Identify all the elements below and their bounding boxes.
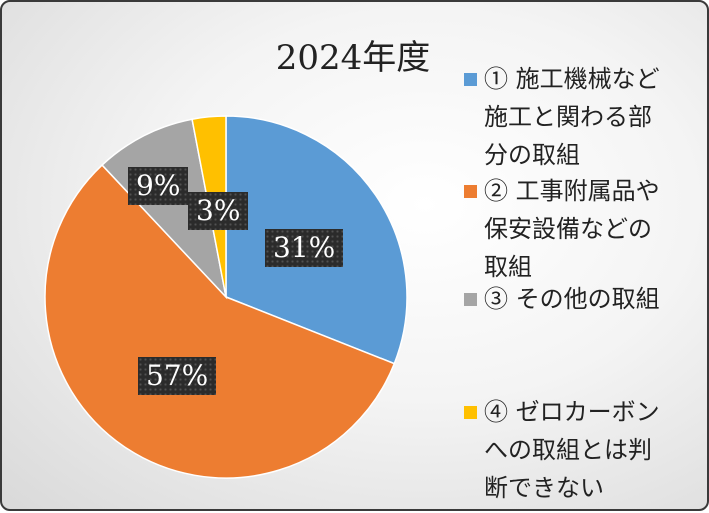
slice-2-accessories-safety: [44, 163, 396, 479]
data-label-57: 57%: [138, 357, 217, 395]
legend-item-1: ① 施工機械など 施工と関わる部 分の取組: [464, 60, 660, 174]
legend-item-3: ③ その他の取組: [464, 280, 660, 318]
legend-swatch-4: [464, 406, 477, 419]
legend-swatch-3: [464, 293, 477, 306]
chart-title: 2024年度: [275, 38, 431, 78]
legend-label-2: ② 工事附属品や 保安設備などの 取組: [484, 177, 660, 281]
legend-swatch-1: [464, 73, 477, 86]
legend-label-4: ④ ゼロカーボン への取組とは判 断できない: [484, 398, 660, 502]
data-label-9: 9%: [128, 167, 189, 205]
slice-3-other: [101, 118, 228, 300]
legend-swatch-2: [464, 185, 477, 198]
legend-item-4: ④ ゼロカーボン への取組とは判 断できない: [464, 393, 660, 507]
data-label-31: 31%: [265, 229, 344, 267]
legend-item-2: ② 工事附属品や 保安設備などの 取組: [464, 172, 660, 286]
data-label-3: 3%: [188, 192, 249, 230]
legend-label-1: ① 施工機械など 施工と関わる部 分の取組: [484, 65, 660, 169]
legend-label-3: ③ その他の取組: [484, 285, 660, 313]
